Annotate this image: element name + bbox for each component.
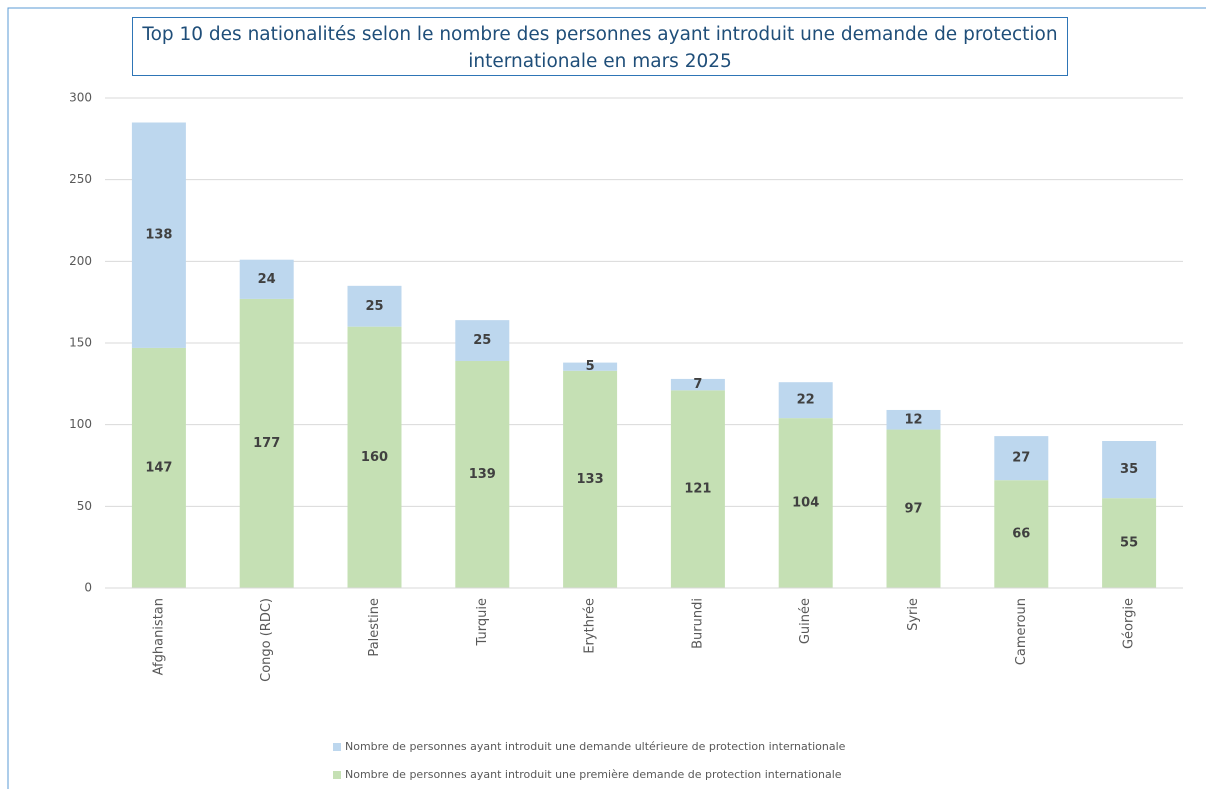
legend-swatch xyxy=(333,771,341,779)
x-tick-label: Cameroun xyxy=(1014,598,1029,665)
y-tick-label: 200 xyxy=(69,254,92,268)
data-label: 160 xyxy=(361,450,388,465)
data-label: 24 xyxy=(258,272,276,287)
data-label: 12 xyxy=(904,412,922,427)
bar-segment xyxy=(670,378,725,391)
y-tick-label: 50 xyxy=(77,499,92,513)
y-tick-label: 250 xyxy=(69,172,92,186)
bar-segment xyxy=(347,285,402,327)
legend-label: Nombre de personnes ayant introduit une … xyxy=(345,768,842,781)
data-label: 5 xyxy=(586,359,595,374)
bar-segment xyxy=(455,320,510,361)
bar-segment xyxy=(886,429,941,588)
data-label: 104 xyxy=(792,496,819,511)
x-tick-label: Congo (RDC) xyxy=(259,598,274,682)
chart-title: Top 10 des nationalités selon le nombre … xyxy=(132,17,1068,76)
data-label: 147 xyxy=(145,460,172,475)
x-tick-label: Burundi xyxy=(690,598,705,649)
x-tick-label: Guinée xyxy=(798,598,813,644)
bar-segment xyxy=(670,390,725,588)
bar-segment xyxy=(131,347,186,588)
bar-segment xyxy=(778,382,833,419)
x-tick-label: Afghanistan xyxy=(151,598,166,675)
bar-segment xyxy=(886,409,941,430)
bar-segment xyxy=(347,326,402,588)
data-label: 138 xyxy=(145,228,172,243)
data-label: 27 xyxy=(1012,451,1030,466)
y-tick-label: 300 xyxy=(69,91,92,105)
data-label: 25 xyxy=(473,333,491,348)
data-label: 121 xyxy=(684,482,711,497)
data-label: 35 xyxy=(1120,462,1138,477)
bar-segment xyxy=(563,370,618,588)
bar-segment xyxy=(994,436,1049,481)
bar-segment xyxy=(563,362,618,371)
data-label: 97 xyxy=(904,501,922,516)
bar-segment xyxy=(239,298,294,588)
bar-segment xyxy=(455,360,510,588)
x-tick-label: Palestine xyxy=(367,598,382,657)
bar-segment xyxy=(131,122,186,348)
data-label: 7 xyxy=(693,377,702,392)
bar-segment xyxy=(994,480,1049,588)
y-tick-label: 100 xyxy=(69,417,92,431)
data-label: 177 xyxy=(253,436,280,451)
x-tick-label: Erythrée xyxy=(583,598,598,654)
bar-segment xyxy=(778,418,833,588)
data-label: 25 xyxy=(365,299,383,314)
y-tick-label: 150 xyxy=(69,336,92,350)
x-tick-label: Géorgie xyxy=(1122,598,1137,649)
y-tick-label: 0 xyxy=(84,581,92,595)
chart-frame xyxy=(7,7,1206,789)
bar-segment xyxy=(1102,498,1157,588)
data-label: 133 xyxy=(577,472,604,487)
bar-segment xyxy=(1102,441,1157,499)
data-label: 55 xyxy=(1120,536,1138,551)
legend-label: Nombre de personnes ayant introduit une … xyxy=(345,740,846,753)
data-label: 139 xyxy=(469,467,496,482)
data-label: 66 xyxy=(1012,527,1030,542)
x-tick-label: Syrie xyxy=(906,598,921,631)
data-label: 22 xyxy=(797,393,815,408)
x-tick-label: Turquie xyxy=(475,598,490,646)
bar-segment xyxy=(239,259,294,299)
legend-swatch xyxy=(333,743,341,751)
